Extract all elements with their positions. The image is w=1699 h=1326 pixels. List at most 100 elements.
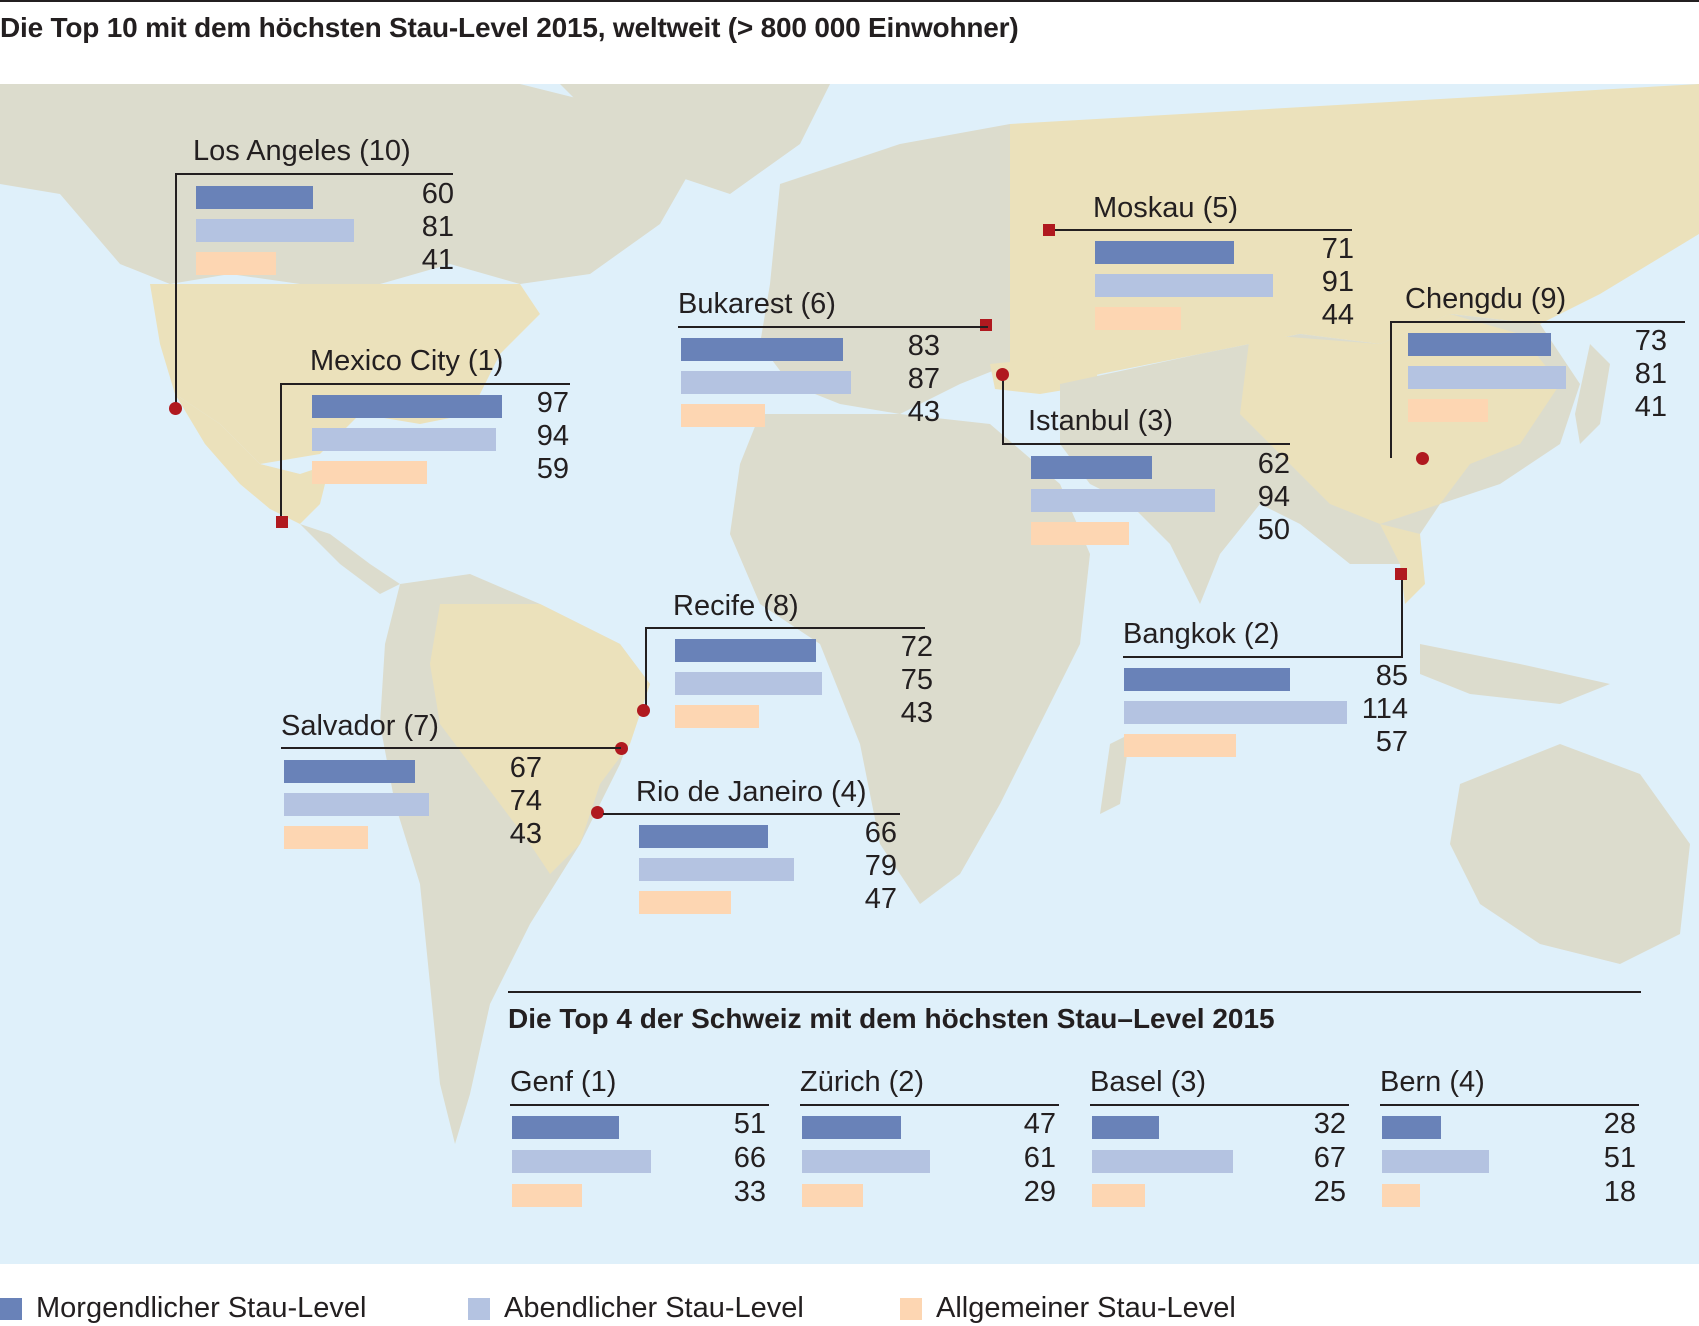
legend-item-evening: Abendlicher Stau-Level <box>468 1292 804 1325</box>
russia-land <box>1010 84 1699 384</box>
brazil-land <box>430 604 650 874</box>
city-moskau-bar-evening <box>1095 274 1273 297</box>
city-mexico-city-value-morning: 97 <box>536 387 569 419</box>
city-los-angeles-bar-morning <box>196 186 313 209</box>
city-bangkok-bar-general <box>1124 734 1236 757</box>
swiss-city-z-rich-rule <box>800 1104 1059 1106</box>
swiss-city-basel-bar-evening <box>1092 1150 1233 1173</box>
city-bangkok-value-evening: 114 <box>1361 693 1408 725</box>
legend-swatch-morning <box>0 1297 22 1320</box>
city-los-angeles-name: Los Angeles (10) <box>193 135 411 167</box>
city-salvador-name: Salvador (7) <box>281 710 439 742</box>
city-bukarest-bar-general <box>681 404 765 427</box>
city-chengdu-rule <box>1390 321 1685 323</box>
swiss-city-basel-value-morning: 32 <box>1313 1108 1346 1140</box>
city-recife-bar-general <box>675 705 759 728</box>
city-bukarest-value-general: 43 <box>907 396 940 428</box>
city-istanbul-bar-evening <box>1031 489 1215 512</box>
swiss-city-genf-name: Genf (1) <box>510 1066 617 1098</box>
city-salvador-leader-h <box>600 747 621 749</box>
swiss-city-basel-value-evening: 67 <box>1313 1142 1346 1174</box>
legend-swatch-evening <box>468 1297 490 1320</box>
city-mexico-city-value-evening: 94 <box>536 420 569 452</box>
city-salvador-bar-morning <box>284 760 415 783</box>
city-chengdu-bar-general <box>1408 399 1488 422</box>
swiss-city-bern-bar-evening <box>1382 1150 1489 1173</box>
city-istanbul-bar-general <box>1031 522 1129 545</box>
land-masses <box>0 84 1699 1144</box>
swiss-city-bern-bar-general <box>1382 1184 1420 1207</box>
city-salvador-rule <box>281 747 621 749</box>
swiss-city-basel-bar-morning <box>1092 1116 1159 1139</box>
city-rio-de-janeiro-leader-h <box>603 813 617 815</box>
swiss-city-genf-value-general: 33 <box>733 1176 766 1208</box>
swiss-top-rule <box>508 991 1641 993</box>
city-istanbul-value-general: 50 <box>1257 514 1290 546</box>
swiss-city-basel-bar-general <box>1092 1184 1145 1207</box>
usa-land <box>150 284 540 464</box>
city-bukarest-value-morning: 83 <box>907 330 940 362</box>
city-istanbul-value-morning: 62 <box>1257 448 1290 480</box>
city-bangkok-value-morning: 85 <box>1375 660 1408 692</box>
city-los-angeles-bar-general <box>196 252 276 275</box>
swiss-city-basel-name: Basel (3) <box>1090 1066 1207 1098</box>
swiss-city-basel-value-general: 25 <box>1313 1176 1346 1208</box>
city-istanbul-rule <box>1002 443 1290 445</box>
legend-item-morning: Morgendlicher Stau-Level <box>0 1292 366 1325</box>
city-recife-bar-evening <box>675 672 822 695</box>
swiss-city-genf-value-morning: 51 <box>733 1108 766 1140</box>
indonesia-land <box>1420 644 1610 704</box>
city-mexico-city-bar-morning <box>312 395 502 418</box>
legend-label-morning: Morgendlicher Stau-Level <box>36 1292 367 1324</box>
city-istanbul-marker <box>996 368 1009 381</box>
chart-title: Die Top 10 mit dem höchsten Stau-Level 2… <box>0 12 1019 43</box>
city-moskau-value-evening: 91 <box>1321 266 1354 298</box>
city-bukarest-rule <box>678 326 988 328</box>
swiss-city-genf-bar-evening <box>512 1150 651 1173</box>
city-los-angeles-value-morning: 60 <box>421 178 454 210</box>
city-recife-value-general: 43 <box>900 697 933 729</box>
swiss-city-z-rich-value-morning: 47 <box>1023 1108 1056 1140</box>
africa-land <box>730 414 1090 904</box>
city-los-angeles-leader-0 <box>175 173 177 408</box>
city-salvador-marker <box>615 742 628 755</box>
city-salvador-value-evening: 74 <box>509 785 542 817</box>
city-los-angeles-value-general: 41 <box>421 244 454 276</box>
city-rio-de-janeiro-value-evening: 79 <box>864 850 897 882</box>
swiss-city-basel-rule <box>1090 1104 1349 1106</box>
city-istanbul-leader-0 <box>1002 374 1004 443</box>
swiss-city-z-rich-name: Zürich (2) <box>800 1066 925 1098</box>
city-bangkok-name: Bangkok (2) <box>1123 618 1280 650</box>
city-bukarest-leader-h <box>940 326 988 328</box>
city-recife-bar-morning <box>675 639 816 662</box>
city-recife-leader-0 <box>645 627 647 710</box>
city-moskau-marker <box>1043 224 1055 236</box>
city-bangkok-rule <box>1123 656 1403 658</box>
city-mexico-city-rule <box>280 383 570 385</box>
city-moskau-bar-morning <box>1095 241 1234 264</box>
city-los-angeles-bar-evening <box>196 219 354 242</box>
city-rio-de-janeiro-marker <box>591 806 604 819</box>
city-salvador-bar-evening <box>284 793 429 816</box>
city-mexico-city-marker <box>276 516 288 528</box>
city-mexico-city-value-general: 59 <box>536 453 569 485</box>
city-chengdu-marker <box>1416 452 1429 465</box>
legend: Morgendlicher Stau-Level Abendlicher Sta… <box>0 1292 1699 1326</box>
swiss-city-z-rich-bar-morning <box>802 1116 901 1139</box>
city-bukarest-bar-evening <box>681 371 851 394</box>
city-bangkok-bar-evening <box>1124 701 1347 724</box>
city-salvador-value-general: 43 <box>509 818 542 850</box>
city-mexico-city-bar-evening <box>312 428 496 451</box>
swiss-city-z-rich-bar-evening <box>802 1150 930 1173</box>
swiss-city-z-rich-bar-general <box>802 1184 863 1207</box>
australia-land <box>1450 744 1690 964</box>
city-bangkok-leader-0 <box>1401 574 1403 656</box>
city-bukarest-name: Bukarest (6) <box>678 288 836 320</box>
city-chengdu-name: Chengdu (9) <box>1405 283 1567 315</box>
world-map <box>0 84 1699 1264</box>
city-rio-de-janeiro-bar-general <box>639 891 731 914</box>
city-salvador-bar-general <box>284 826 368 849</box>
city-mexico-city-name: Mexico City (1) <box>310 345 504 377</box>
city-mexico-city-bar-general <box>312 461 427 484</box>
city-recife-marker <box>637 704 650 717</box>
